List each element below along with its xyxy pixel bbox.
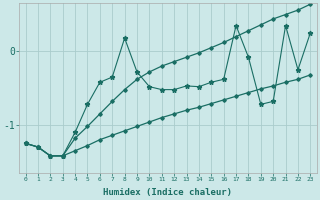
X-axis label: Humidex (Indice chaleur): Humidex (Indice chaleur) bbox=[103, 188, 232, 197]
